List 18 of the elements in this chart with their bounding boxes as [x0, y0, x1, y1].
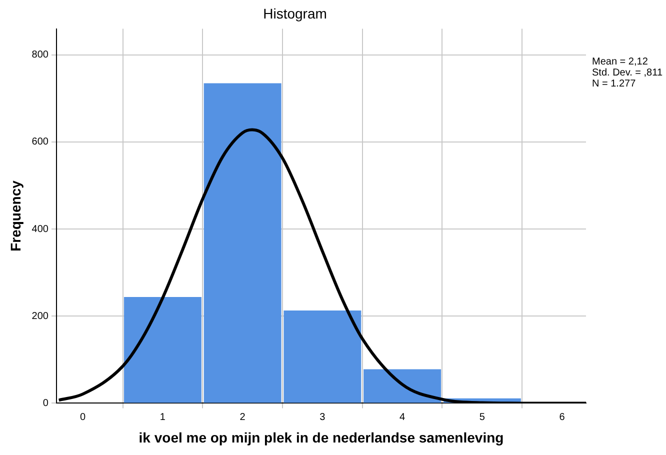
x-tick-label: 6 [559, 412, 566, 423]
text: Std. Dev. = ,811 [592, 68, 663, 79]
x-tick-label: 4 [400, 412, 406, 423]
text: Mean = 2,12 [592, 56, 648, 68]
y-tick-label: 800 [32, 50, 49, 61]
y-tick-label: 400 [32, 224, 49, 235]
y-tick-label: 600 [32, 136, 49, 148]
x-tick-label: 2 [240, 412, 246, 423]
y-axis-title: Frequency [7, 180, 24, 252]
chart-title: Histogram [263, 5, 327, 22]
x-tick-label: 3 [320, 412, 326, 423]
x-tick-label: 1 [160, 412, 166, 423]
y-tick-label: 0 [42, 398, 49, 409]
x-axis-title: ik voel me op mijn plek in de nederlandse samenleving [138, 429, 504, 446]
x-tick-label: 0 [80, 412, 86, 423]
text: N = 1.277 [592, 78, 636, 90]
y-tick-label: 200 [32, 310, 49, 322]
x-tick-label: 5 [479, 412, 486, 423]
